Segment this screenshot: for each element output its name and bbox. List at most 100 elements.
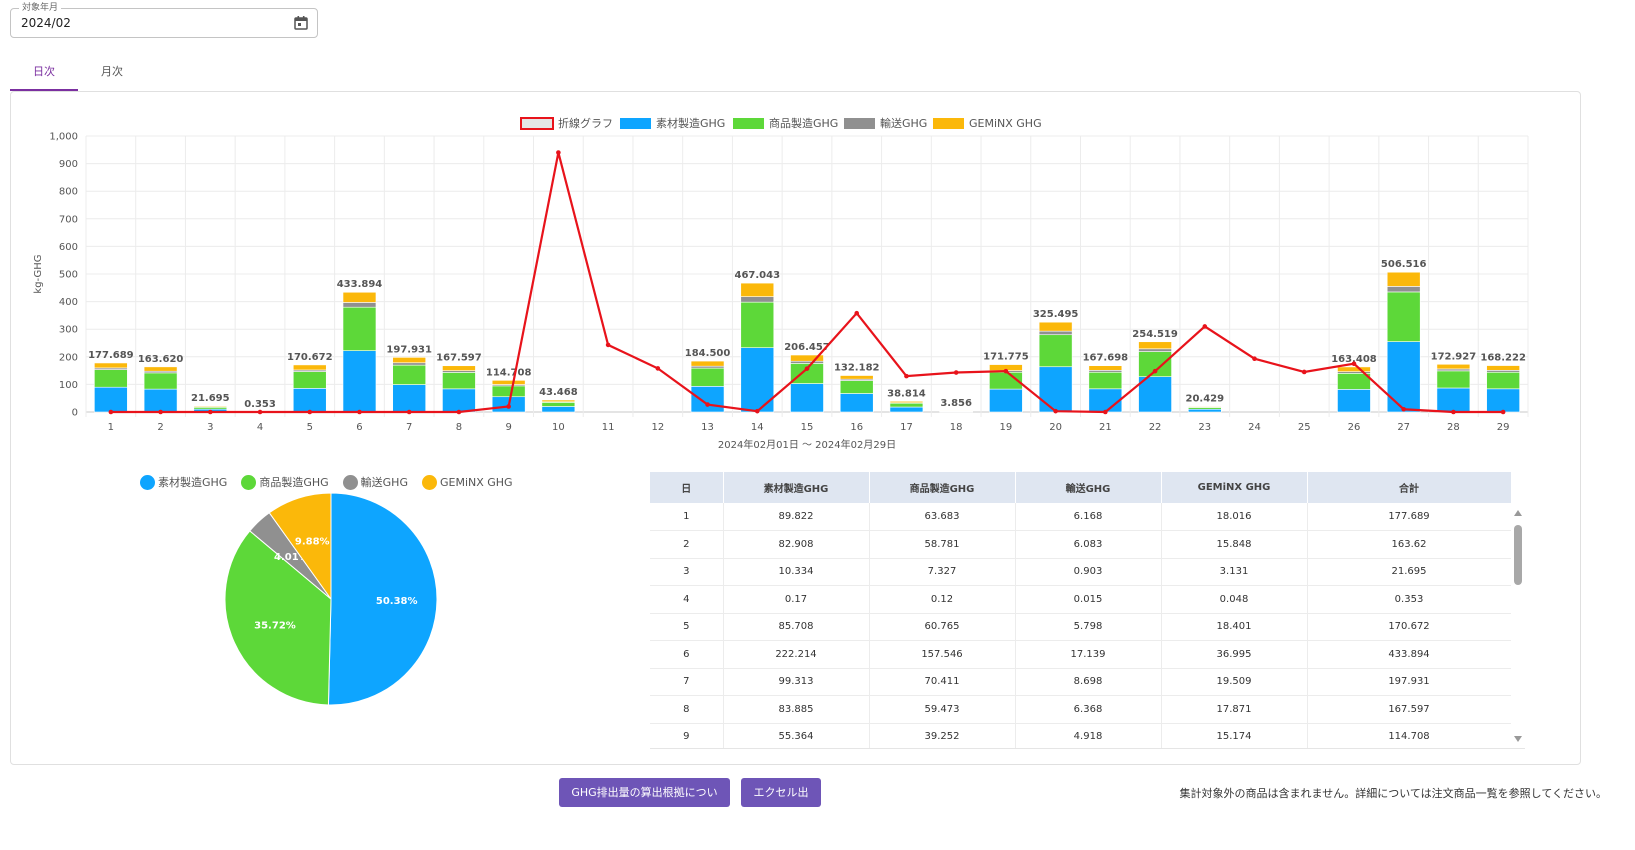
table-cell: 6.083 — [1015, 530, 1162, 559]
table-row[interactable]: 4 0.17 0.12 0.015 0.048 0.353 — [650, 585, 1512, 614]
table-cell: 55.364 — [723, 723, 870, 748]
line-point — [1301, 369, 1307, 375]
table-row[interactable]: 6 222.214 157.546 17.139 36.995 433.894 — [650, 640, 1512, 669]
table-cell: 5 — [650, 613, 724, 641]
bar-product — [143, 372, 178, 390]
bar-geminx — [889, 400, 924, 404]
calendar-icon[interactable] — [293, 15, 309, 31]
tab-daily[interactable]: 日次 — [10, 58, 78, 91]
y-tick-label: 0 — [72, 408, 78, 419]
legend-swatch — [733, 118, 764, 129]
table-row[interactable]: 7 99.313 70.411 8.698 19.509 197.931 — [650, 668, 1512, 696]
table-cell: 0.048 — [1161, 585, 1308, 614]
x-tick-label: 5 — [307, 422, 313, 433]
bar-product — [889, 402, 924, 408]
table-scrollbar[interactable] — [1511, 503, 1525, 748]
bar-material — [1038, 366, 1073, 413]
th-product[interactable]: 商品製造GHG — [869, 472, 1016, 503]
table-row[interactable]: 5 85.708 60.765 5.798 18.401 170.672 — [650, 613, 1512, 641]
table-cell: 15.848 — [1161, 530, 1308, 559]
table-cell: 0.353 — [1307, 585, 1512, 614]
table-cell: 1 — [650, 503, 724, 531]
th-transport[interactable]: 輸送GHG — [1015, 472, 1162, 503]
table-cell: 177.689 — [1307, 503, 1512, 531]
x-tick-label: 12 — [651, 422, 664, 433]
line-point — [506, 404, 511, 409]
table-row[interactable]: 1 89.822 63.683 6.168 18.016 177.689 — [650, 503, 1512, 531]
y-tick-label: 100 — [59, 380, 78, 391]
bar-geminx — [342, 291, 377, 303]
bar-geminx — [392, 357, 427, 364]
chart-legend-item-0[interactable]: 折線グラフ — [520, 116, 613, 130]
x-tick-label: 21 — [1099, 422, 1112, 433]
chart-legend-item-1[interactable]: 素材製造GHG — [620, 116, 725, 130]
bar-transport — [342, 302, 377, 308]
y-tick-label: 400 — [59, 297, 78, 308]
bar-material — [1486, 388, 1520, 413]
line-point — [655, 366, 661, 371]
excel-export-button[interactable]: エクセル出力 — [741, 778, 821, 828]
chart-legend-item-3[interactable]: 輸送GHG — [844, 116, 927, 130]
chart-legend-item-2[interactable]: 商品製造GHG — [733, 116, 838, 130]
x-tick-label: 1 — [108, 422, 114, 433]
legend-label: 商品製造GHG — [259, 476, 329, 489]
y-axis-title: kg-GHG — [33, 254, 44, 293]
x-tick-label: 3 — [207, 422, 213, 433]
bar-product — [541, 402, 576, 407]
legend-label: 輸送GHG — [880, 116, 927, 130]
th-geminx[interactable]: GEMiNX GHG — [1161, 472, 1308, 503]
bar-geminx — [1337, 366, 1371, 373]
pie-legend-item-material[interactable]: 素材製造GHG — [140, 474, 227, 490]
pie-legend-item-geminx[interactable]: GEMiNX GHG — [421, 474, 513, 490]
table-cell: 70.411 — [869, 668, 1016, 696]
chart-legend-item-4[interactable]: GEMiNX GHG — [933, 117, 1042, 130]
month-picker[interactable]: 対象年月 2024/02 — [10, 2, 318, 38]
table-cell: 3.131 — [1161, 558, 1308, 586]
table-cell: 89.822 — [723, 503, 870, 531]
th-day[interactable]: 日 — [650, 472, 724, 503]
bar-total-label: 0.353 — [244, 399, 276, 410]
table-cell: 2 — [650, 530, 724, 559]
tab-monthly[interactable]: 月次 — [101, 65, 123, 78]
scroll-thumb[interactable] — [1514, 525, 1522, 585]
table-cell: 0.12 — [869, 585, 1016, 614]
table-cell: 59.473 — [869, 695, 1016, 724]
table-cell: 83.885 — [723, 695, 870, 724]
bar-product — [342, 306, 377, 351]
line-point — [108, 409, 114, 415]
calculation-basis-button[interactable]: GHG排出量の算出根拠について — [559, 778, 730, 828]
table-cell: 36.995 — [1161, 640, 1308, 669]
bar-total-label: 167.597 — [436, 353, 482, 364]
legend-dot — [241, 474, 257, 490]
pie-legend-item-product[interactable]: 商品製造GHG — [241, 474, 329, 490]
bar-geminx — [1486, 365, 1520, 371]
scroll-up-arrow-icon[interactable] — [1514, 510, 1522, 516]
line-point — [953, 370, 959, 375]
th-material[interactable]: 素材製造GHG — [723, 472, 870, 503]
bar-product — [491, 385, 526, 398]
table-cell: 5.798 — [1015, 613, 1162, 641]
table-row[interactable]: 2 82.908 58.781 6.083 15.848 163.62 — [650, 530, 1512, 559]
bar-geminx — [1088, 365, 1123, 371]
bar-total-label: 197.931 — [386, 344, 432, 355]
table-cell: 4 — [650, 585, 724, 614]
x-tick-label: 15 — [801, 422, 814, 433]
x-tick-label: 9 — [505, 422, 511, 433]
y-tick-label: 300 — [59, 325, 78, 336]
month-picker-value[interactable]: 2024/02 — [21, 16, 71, 30]
bar-total-label: 325.495 — [1033, 309, 1079, 320]
legend-dot — [140, 474, 155, 490]
table-cell: 60.765 — [869, 613, 1016, 641]
x-tick-label: 20 — [1049, 422, 1062, 433]
scroll-down-arrow-icon[interactable] — [1514, 736, 1522, 742]
th-total[interactable]: 合計 — [1307, 472, 1512, 503]
table-row[interactable]: 8 83.885 59.473 6.368 17.871 167.597 — [650, 695, 1512, 724]
bar-total-label: 167.698 — [1083, 353, 1129, 364]
bar-total-label: 184.500 — [685, 348, 731, 359]
line-point — [456, 409, 462, 415]
pie-legend-item-transport[interactable]: 輸送GHG — [342, 474, 408, 490]
table-row[interactable]: 9 55.364 39.252 4.918 15.174 114.708 — [650, 723, 1512, 748]
bar-material — [690, 386, 725, 413]
table-row[interactable]: 3 10.334 7.327 0.903 3.131 21.695 — [650, 558, 1512, 586]
